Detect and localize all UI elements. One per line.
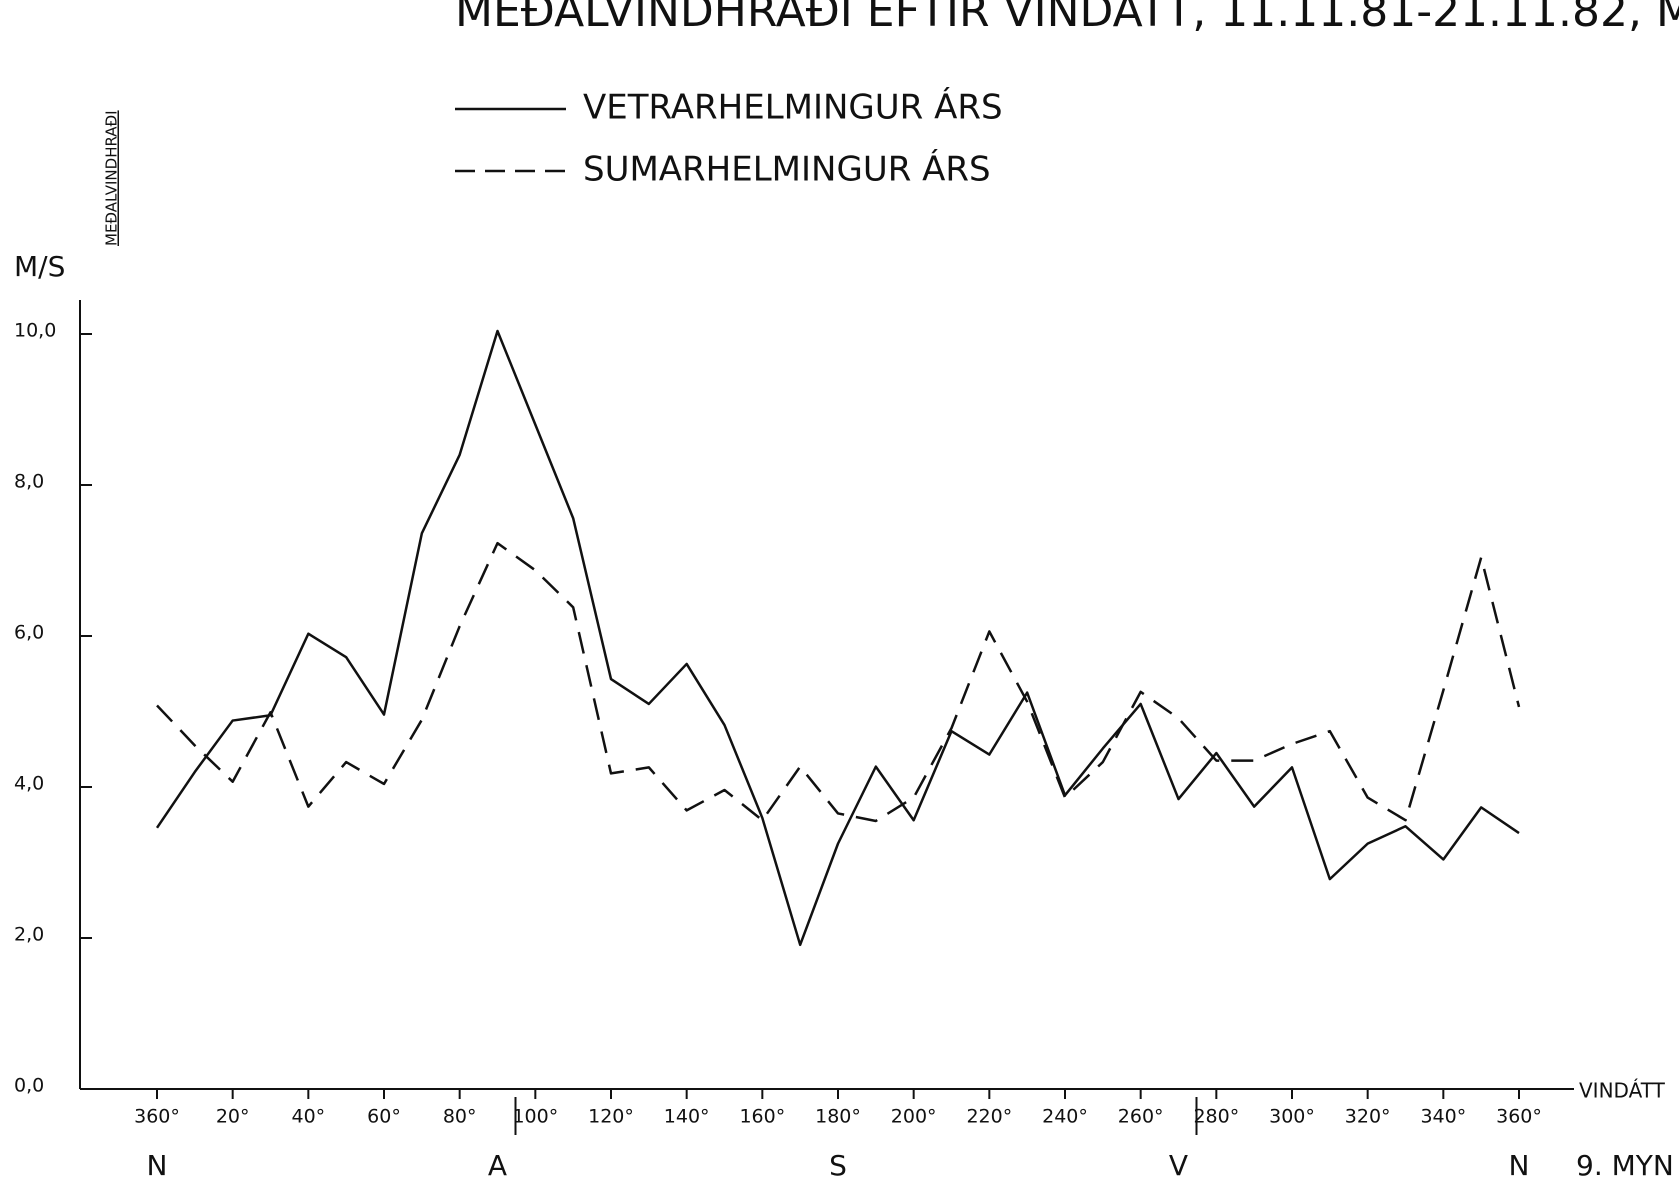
- x-tick-label: 280°: [1193, 1106, 1239, 1128]
- direction-label: N: [1509, 1149, 1530, 1182]
- x-tick-label: 340°: [1420, 1106, 1466, 1128]
- y-tick-label: 0,0: [14, 1075, 44, 1097]
- x-tick-label: 40°: [291, 1106, 325, 1128]
- direction-label: V: [1169, 1149, 1188, 1182]
- chart-title: MEÐALVINDHRAÐI EFTIR VINDÁTT, 11.11.81-2…: [455, 0, 1679, 37]
- x-tick-label: 220°: [966, 1106, 1012, 1128]
- y-tick-label: 10,0: [14, 320, 56, 342]
- y-tick-label: 8,0: [14, 471, 44, 493]
- direction-label: S: [829, 1149, 847, 1182]
- y-tick-label: 6,0: [14, 622, 44, 644]
- legend-label: VETRARHELMINGUR ÁRS: [583, 87, 1003, 128]
- x-tick-label: 120°: [588, 1106, 634, 1128]
- x-tick-label: 300°: [1269, 1106, 1315, 1128]
- direction-label: A: [488, 1149, 507, 1182]
- x-tick-label: 20°: [216, 1106, 250, 1128]
- y-axis-label: M/S: [14, 250, 65, 283]
- x-tick-label: 180°: [815, 1106, 861, 1128]
- figure-label: 9. MYN: [1576, 1149, 1674, 1182]
- x-tick-label: 200°: [891, 1106, 937, 1128]
- direction-label: N: [147, 1149, 168, 1182]
- data-line: [156, 541, 1521, 823]
- y-tick-label: 4,0: [14, 773, 44, 795]
- x-tick-label: 260°: [1118, 1106, 1164, 1128]
- x-tick-label: 100°: [512, 1106, 558, 1128]
- x-axis-label: VINDÁTT: [1579, 1079, 1666, 1103]
- legend-label: SUMARHELMINGUR ÁRS: [583, 149, 991, 190]
- x-tick-label: 360°: [134, 1106, 180, 1128]
- x-tick-label: 360°: [1496, 1106, 1542, 1128]
- x-tick-label: 60°: [367, 1106, 401, 1128]
- side-label: MEÐALVINDHRAÐI: [103, 110, 121, 246]
- x-tick-label: 160°: [739, 1106, 785, 1128]
- x-tick-label: 80°: [443, 1106, 477, 1128]
- data-line: [155, 329, 1520, 947]
- x-tick-label: 140°: [664, 1106, 710, 1128]
- x-tick-label: 240°: [1042, 1106, 1088, 1128]
- x-tick-label: 320°: [1345, 1106, 1391, 1128]
- y-tick-label: 2,0: [14, 924, 44, 946]
